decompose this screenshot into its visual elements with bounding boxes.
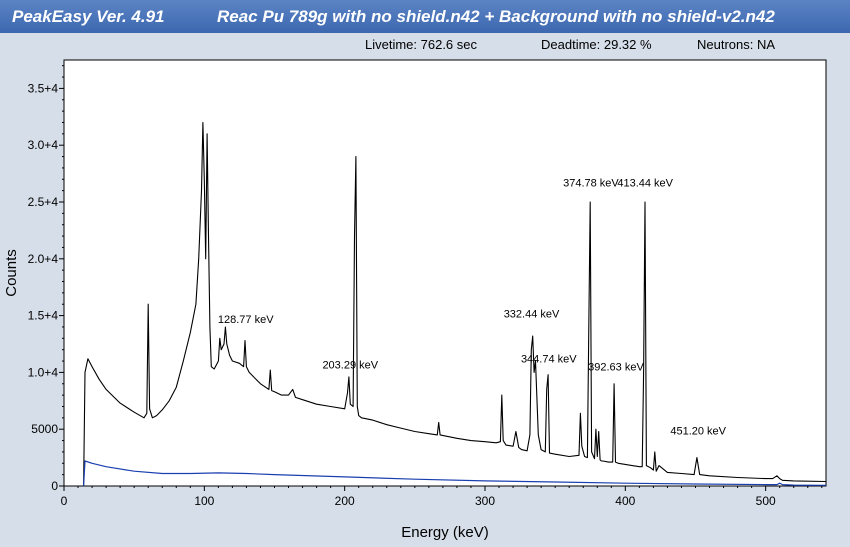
status-bar: Livetime: 762.6 sec Deadtime: 29.32 % Ne… [0, 33, 850, 57]
background-spectrum-line [83, 460, 827, 487]
x-tick-label: 0 [61, 494, 68, 508]
peak-label: 392.63 keV [588, 362, 644, 374]
peak-label: 413.44 keV [617, 178, 673, 190]
x-tick-label: 500 [756, 494, 776, 508]
x-tick-label: 200 [335, 494, 355, 508]
series-layer [83, 121, 827, 487]
app-title: PeakEasy Ver. 4.91 [12, 7, 165, 26]
x-tick-label: 300 [475, 494, 495, 508]
axes: 0 100 200 300 400 500050001.0+41.5+42.0+42.5+… [28, 65, 823, 508]
annotation-layer: 128.77 keV 203.29 keV 332.44 keV 344.74 keV… [218, 178, 727, 438]
plot-area[interactable] [63, 59, 827, 487]
peak-label: 344.74 keV [521, 354, 577, 366]
title-bar: PeakEasy Ver. 4.91 Reac Pu 789g with no … [0, 0, 850, 33]
peak-label: 451.20 keV [670, 425, 726, 437]
peak-label: 128.77 keV [218, 314, 274, 326]
y-axis-label: Counts [3, 249, 20, 297]
y-tick-label: 3.5+4 [28, 81, 59, 95]
y-tick-label: 1.0+4 [28, 365, 59, 379]
x-axis-label: Energy (keV) [401, 524, 489, 541]
deadtime-readout: Deadtime: 29.32 % [541, 37, 652, 52]
x-tick-label: 400 [615, 494, 635, 508]
x-tick-label: 100 [194, 494, 214, 508]
spectrum-spectrum-line [83, 121, 827, 487]
livetime-readout: Livetime: 762.6 sec [365, 37, 478, 52]
y-tick-label: 5000 [31, 422, 58, 436]
peak-label: 374.78 keV [563, 178, 619, 190]
y-tick-label: 1.5+4 [28, 309, 59, 323]
y-tick-label: 2.5+4 [28, 195, 59, 209]
file-title: Reac Pu 789g with no shield.n42 + Backgr… [217, 7, 775, 26]
y-tick-label: 2.0+4 [28, 252, 59, 266]
peak-label: 332.44 keV [504, 308, 560, 320]
neutrons-readout: Neutrons: NA [697, 37, 776, 52]
y-tick-label: 3.0+4 [28, 138, 59, 152]
peak-label: 203.29 keV [322, 359, 378, 371]
y-tick-label: 0 [51, 479, 58, 493]
